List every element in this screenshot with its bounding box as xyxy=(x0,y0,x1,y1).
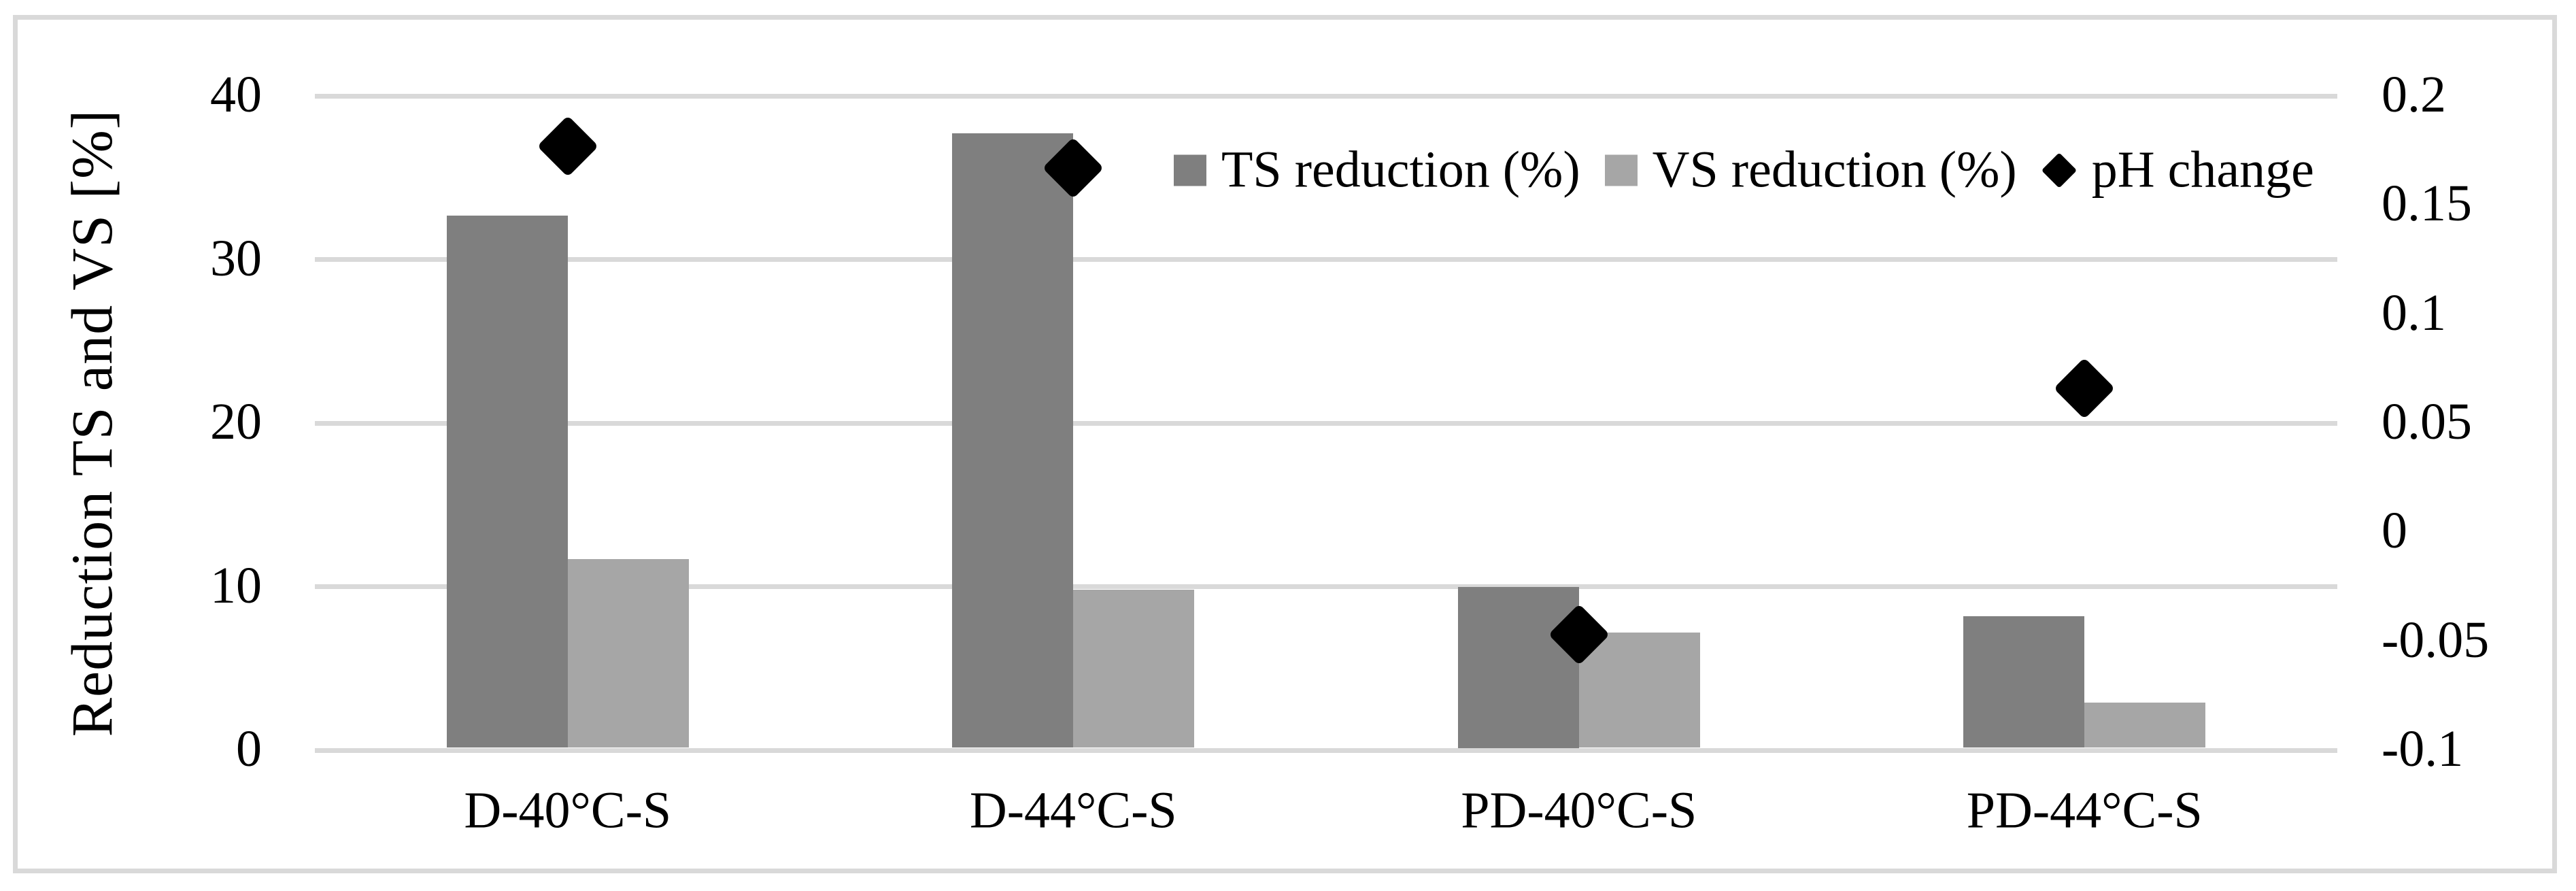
legend-item: pH change xyxy=(2041,141,2314,200)
vs-reduction-bar xyxy=(1073,590,1195,748)
left-axis-tick-label: 0 xyxy=(236,720,262,777)
gridline xyxy=(315,747,2337,753)
right-axis-tick-label: 0.1 xyxy=(2382,284,2446,341)
legend: TS reduction (%) VS reduction (%) pH chang… xyxy=(1174,141,2314,200)
gridline xyxy=(315,584,2337,589)
left-axis-tick-label: 30 xyxy=(210,229,262,287)
category-label: D-44°C-S xyxy=(969,781,1177,839)
legend-label: VS reduction (%) xyxy=(1652,141,2017,199)
right-axis-tick-label: -0.05 xyxy=(2382,611,2490,669)
ts-reduction-bar xyxy=(1457,586,1579,748)
right-axis-tick-label: 0.05 xyxy=(2382,392,2472,450)
legend-item: VS reduction (%) xyxy=(1604,141,2017,200)
left-axis-tick-label: 20 xyxy=(210,392,262,450)
figure-border xyxy=(13,15,2557,873)
left-axis-tick-label: 40 xyxy=(210,65,262,123)
legend-item: TS reduction (%) xyxy=(1174,141,1580,200)
gridline xyxy=(315,420,2337,426)
ts-reduction-bar xyxy=(1963,616,2085,748)
legend-label: TS reduction (%) xyxy=(1221,141,1580,199)
legend-color-swatch xyxy=(1604,154,1638,186)
right-axis-tick-label: 0.2 xyxy=(2382,65,2446,123)
category-label: D-40°C-S xyxy=(464,781,672,839)
category-label: PD-44°C-S xyxy=(1966,781,2203,839)
legend-color-swatch xyxy=(1174,154,1206,186)
category-label: PD-40°C-S xyxy=(1461,781,1697,839)
right-axis-tick-label: 0 xyxy=(2382,502,2407,560)
ts-reduction-bar xyxy=(446,215,568,748)
right-axis-tick-label: 0.15 xyxy=(2382,175,2472,233)
vs-reduction-bar xyxy=(567,558,689,748)
ts-reduction-bar xyxy=(952,133,1074,748)
gridline xyxy=(315,93,2337,99)
vs-reduction-bar xyxy=(1578,632,1700,748)
gridline xyxy=(315,257,2337,262)
left-axis-tick-label: 10 xyxy=(210,556,262,614)
legend-label: pH change xyxy=(2091,141,2314,199)
right-axis-tick-label: -0.1 xyxy=(2382,720,2464,777)
vs-reduction-bar xyxy=(2084,703,2206,748)
